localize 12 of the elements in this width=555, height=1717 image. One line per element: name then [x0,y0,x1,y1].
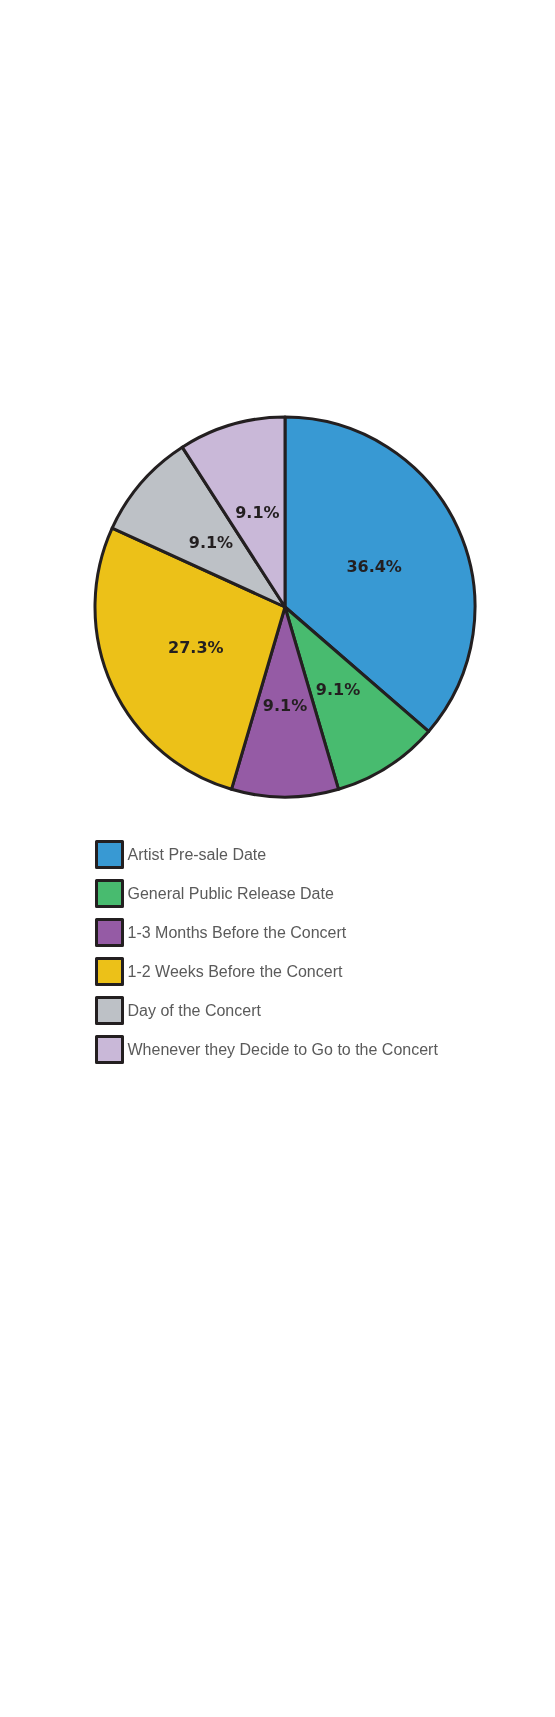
legend-label: 1-3 Months Before the Concert [127,924,347,941]
data-label: 27.3% [168,638,224,658]
data-label: 9.1% [235,503,280,523]
data-label: 9.1% [315,679,361,699]
data-label: 9.1% [262,695,308,715]
legend-label: Day of the Concert [127,1002,262,1019]
legend-label: 1-2 Weeks Before the Concert [127,963,343,980]
legend-label: Artist Pre-sale Date [127,846,267,863]
legend-label: General Public Release Date [127,885,334,902]
data-label: 9.1% [188,533,234,553]
data-label: 36.4% [346,556,402,576]
legend-label: Whenever they Decide to Go to the Concert [127,1041,439,1058]
